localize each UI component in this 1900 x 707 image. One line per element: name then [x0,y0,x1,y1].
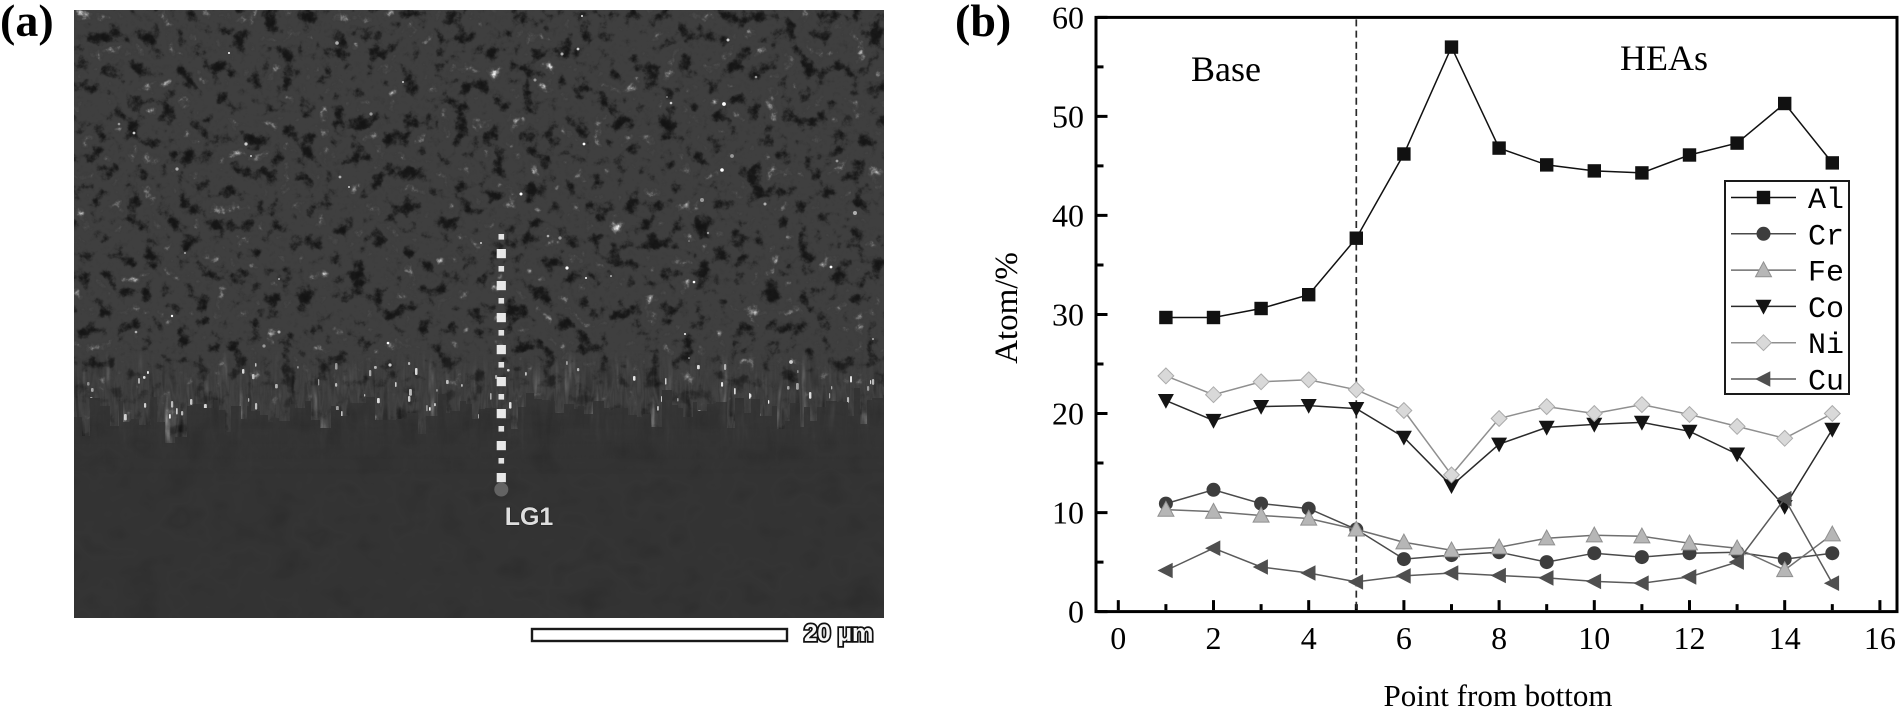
svg-text:40: 40 [1052,197,1084,233]
svg-text:Fe: Fe [1808,257,1844,291]
svg-text:10: 10 [1052,495,1084,531]
svg-text:10: 10 [1578,620,1610,656]
svg-text:Base: Base [1191,49,1261,89]
svg-text:6: 6 [1396,620,1412,656]
svg-text:0: 0 [1068,594,1084,630]
svg-text:30: 30 [1052,297,1084,333]
svg-text:Point from bottom: Point from bottom [1383,678,1612,707]
svg-text:Atom/%: Atom/% [989,252,1025,364]
svg-text:2: 2 [1206,620,1222,656]
svg-text:LG1: LG1 [505,503,554,531]
svg-text:14: 14 [1769,620,1801,656]
svg-text:20: 20 [1052,396,1084,432]
svg-text:HEAs: HEAs [1620,38,1708,78]
svg-text:60: 60 [1052,0,1084,35]
svg-text:Cr: Cr [1808,220,1844,254]
svg-text:20 μm: 20 μm [804,620,873,647]
svg-text:Cu: Cu [1808,366,1844,400]
svg-text:16: 16 [1864,620,1896,656]
svg-text:Co: Co [1808,293,1844,327]
svg-text:12: 12 [1674,620,1706,656]
svg-text:Ni: Ni [1808,329,1844,363]
svg-text:Al: Al [1808,184,1844,218]
svg-text:50: 50 [1052,98,1084,134]
svg-text:8: 8 [1491,620,1507,656]
svg-text:0: 0 [1110,620,1126,656]
svg-text:4: 4 [1301,620,1317,656]
